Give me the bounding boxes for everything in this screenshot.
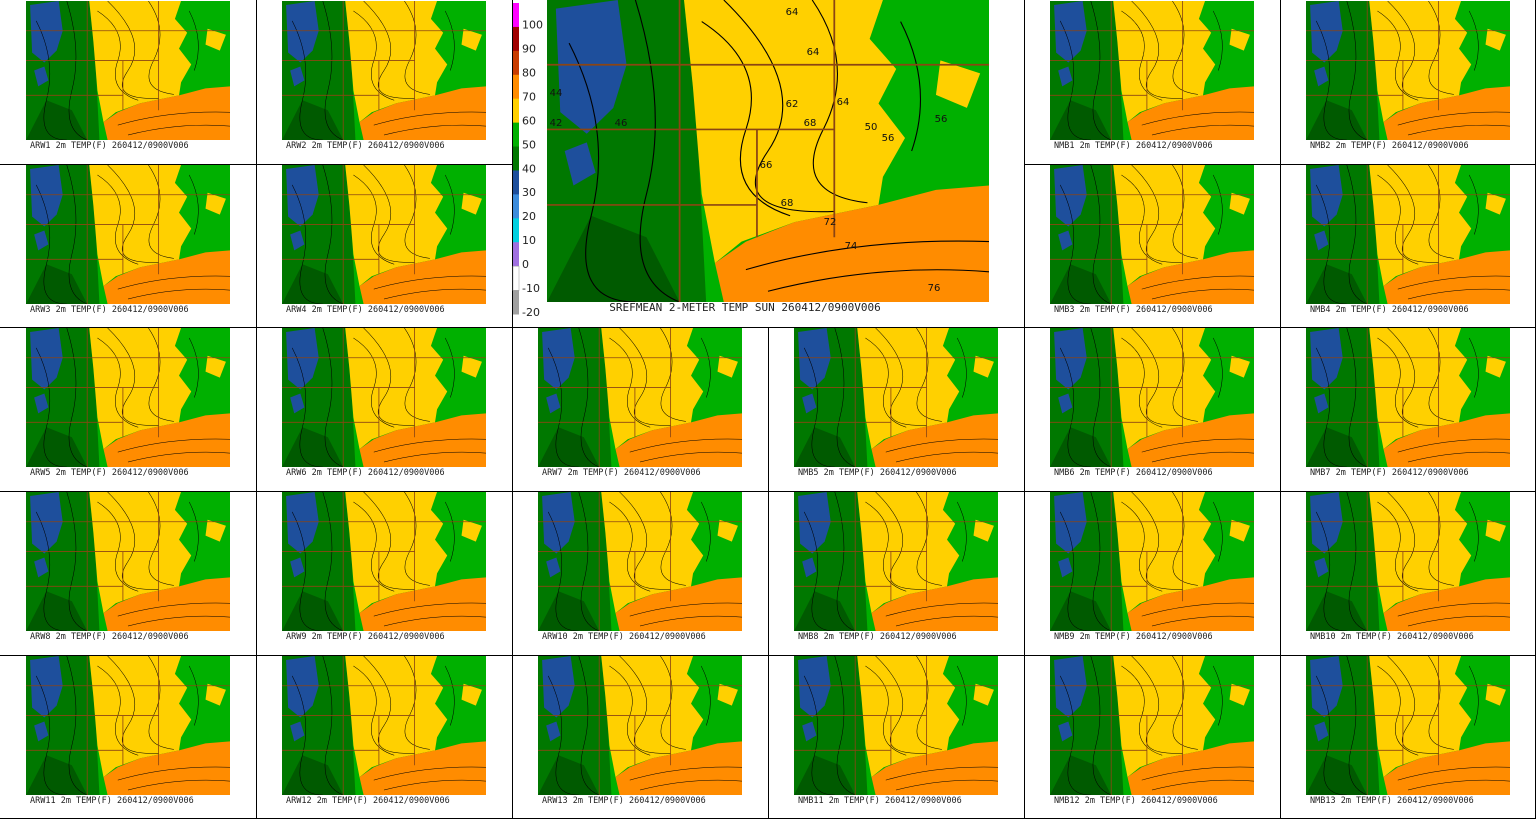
panel-map [282, 492, 486, 631]
panel-caption: ARW13 2m TEMP(F) 260412/0900V006 [542, 796, 706, 806]
colorbar-swatch [513, 122, 519, 148]
colorbar-label: 10 [522, 234, 536, 247]
colorbar-label: 90 [522, 43, 536, 56]
contour-label: 64 [837, 97, 850, 108]
colorbar-swatch [513, 242, 519, 267]
panel-map [282, 1, 486, 140]
panel-caption: ARW5 2m TEMP(F) 260412/0900V006 [30, 468, 189, 478]
panel-caption: ARW2 2m TEMP(F) 260412/0900V006 [286, 141, 445, 151]
colorbar-swatch [513, 26, 519, 52]
main-caption: SREFMEAN 2-METER TEMP SUN 260412/0900V00… [609, 301, 881, 314]
panel-map [1306, 328, 1510, 467]
colorbar-swatch [513, 50, 519, 76]
panel-map [282, 165, 486, 304]
panel-map [26, 328, 230, 467]
panel-map [1050, 165, 1254, 304]
panel-map [1050, 328, 1254, 467]
colorbar-label: 30 [522, 186, 536, 199]
panel-caption: ARW8 2m TEMP(F) 260412/0900V006 [30, 632, 189, 642]
panel-caption: NMB9 2m TEMP(F) 260412/0900V006 [1054, 632, 1213, 642]
colorbar-swatch [513, 3, 519, 28]
panel-map [794, 656, 998, 795]
panel-caption: ARW6 2m TEMP(F) 260412/0900V006 [286, 468, 445, 478]
colorbar-swatch [513, 194, 519, 219]
panel-map [26, 656, 230, 795]
panel-caption: NMB7 2m TEMP(F) 260412/0900V006 [1310, 468, 1469, 478]
colorbar-swatch [513, 98, 519, 124]
panel-caption: NMB3 2m TEMP(F) 260412/0900V006 [1054, 305, 1213, 315]
colorbar-swatch [513, 290, 519, 315]
contour-label: 64 [807, 47, 820, 58]
colorbar-swatch [512, 265, 520, 291]
panel-map [538, 328, 742, 467]
colorbar-swatch [513, 146, 519, 171]
contour-label: 56 [935, 114, 948, 125]
panel-caption: NMB5 2m TEMP(F) 260412/0900V006 [798, 468, 957, 478]
panel-map [1306, 492, 1510, 631]
panel-map [1050, 656, 1254, 795]
main-map [547, 0, 989, 302]
panel-map [282, 656, 486, 795]
panel-caption: ARW9 2m TEMP(F) 260412/0900V006 [286, 632, 445, 642]
colorbar-label: -10 [522, 282, 540, 295]
colorbar-label: 70 [522, 90, 536, 103]
panel-caption: NMB8 2m TEMP(F) 260412/0900V006 [798, 632, 957, 642]
panel-map [26, 165, 230, 304]
panel-map [1306, 1, 1510, 140]
panel-caption: NMB6 2m TEMP(F) 260412/0900V006 [1054, 468, 1213, 478]
contour-label: 62 [786, 99, 799, 110]
contour-label: 64 [786, 7, 799, 18]
contour-label: 68 [781, 198, 794, 209]
contour-label: 56 [882, 133, 895, 144]
panel-map [1050, 492, 1254, 631]
panel-map [794, 492, 998, 631]
panel-caption: ARW4 2m TEMP(F) 260412/0900V006 [286, 305, 445, 315]
contour-label: 66 [760, 160, 773, 171]
colorbar-label: 40 [522, 162, 536, 175]
contour-label: 44 [550, 88, 563, 99]
panel-caption: ARW10 2m TEMP(F) 260412/0900V006 [542, 632, 706, 642]
panel-caption: ARW11 2m TEMP(F) 260412/0900V006 [30, 796, 194, 806]
panel-map [282, 328, 486, 467]
panel-map [1306, 656, 1510, 795]
colorbar-swatch [513, 218, 519, 243]
contour-label: 68 [804, 118, 817, 129]
contour-label: 46 [615, 118, 628, 129]
panel-caption: ARW7 2m TEMP(F) 260412/0900V006 [542, 468, 701, 478]
panel-caption: ARW3 2m TEMP(F) 260412/0900V006 [30, 305, 189, 315]
panel-map [794, 328, 998, 467]
panel-caption: ARW1 2m TEMP(F) 260412/0900V006 [30, 141, 189, 151]
contour-label: 72 [824, 217, 837, 228]
colorbar-label: 50 [522, 138, 536, 151]
panel-caption: NMB4 2m TEMP(F) 260412/0900V006 [1310, 305, 1469, 315]
colorbar-label: 60 [522, 114, 536, 127]
panel-caption: NMB13 2m TEMP(F) 260412/0900V006 [1310, 796, 1474, 806]
panel-caption: NMB10 2m TEMP(F) 260412/0900V006 [1310, 632, 1474, 642]
panel-map [538, 656, 742, 795]
colorbar-swatch [513, 170, 519, 195]
panel-map [26, 1, 230, 140]
panel-caption: NMB12 2m TEMP(F) 260412/0900V006 [1054, 796, 1218, 806]
panel-map [538, 492, 742, 631]
panel-map [1050, 1, 1254, 140]
contour-label: 42 [550, 118, 563, 129]
contour-label: 50 [865, 122, 878, 133]
colorbar-label: 100 [522, 19, 543, 32]
panel-caption: NMB11 2m TEMP(F) 260412/0900V006 [798, 796, 962, 806]
colorbar-label: 20 [522, 210, 536, 223]
panel-map [26, 492, 230, 631]
contour-label: 74 [845, 241, 858, 252]
panel-caption: ARW12 2m TEMP(F) 260412/0900V006 [286, 796, 450, 806]
panel-caption: NMB1 2m TEMP(F) 260412/0900V006 [1054, 141, 1213, 151]
colorbar-label: 80 [522, 67, 536, 80]
panel-map [1306, 165, 1510, 304]
colorbar-label: 0 [522, 258, 529, 271]
colorbar-swatch [513, 74, 519, 100]
contour-label: 76 [928, 283, 941, 294]
colorbar-label: -20 [522, 306, 540, 319]
panel-caption: NMB2 2m TEMP(F) 260412/0900V006 [1310, 141, 1469, 151]
